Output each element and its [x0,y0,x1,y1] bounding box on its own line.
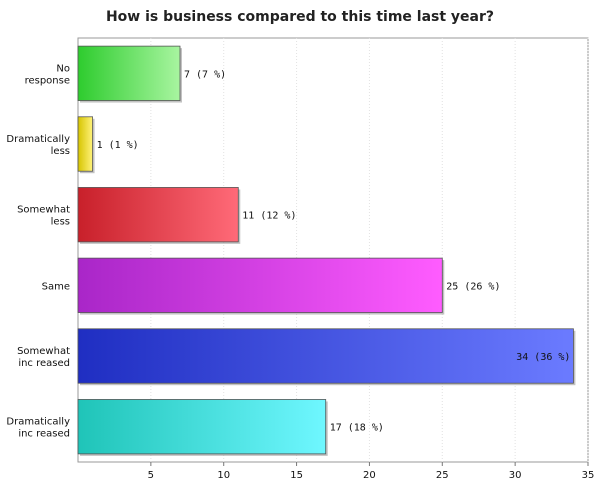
value-label: 11 (12 %) [242,211,296,222]
bar [77,187,239,243]
category-label-line: Same [42,281,70,292]
bar [77,116,93,172]
category-label-line: No [56,63,70,74]
category-label-line: response [25,75,70,86]
chart-title: How is business compared to this time la… [105,9,495,25]
category-label: Dramatically inc reased [6,417,70,440]
category-label: Dramatically less [6,134,70,157]
category-label-line: Dramatically [6,417,70,428]
category-label-line: Dramatically [6,134,70,145]
category-label-line: inc reased [18,429,70,440]
value-label: 25 (26 %) [446,281,500,292]
x-tick-label: 30 [509,470,522,481]
category-label-line: Somewhat [17,346,70,357]
x-tick-label: 15 [290,470,303,481]
x-tick-label: 10 [217,470,230,481]
category-label-line: less [51,146,70,157]
category-label-line: Somewhat [17,205,70,216]
bar [77,257,443,313]
category-label-line: inc reased [18,358,70,369]
category-label: Somewhat less [17,205,70,228]
category-label: Same [42,281,70,292]
x-tick-label: 35 [582,470,595,481]
value-label: 1 (1 %) [97,140,139,151]
category-label: No response [25,63,70,86]
plot-area [77,37,589,463]
bar [77,45,181,101]
value-label: 34 (36 %) [516,352,570,363]
category-label: Somewhat inc reased [17,346,70,369]
bar [77,328,574,384]
x-tick-label: 5 [148,470,154,481]
value-label: 17 (18 %) [330,423,384,434]
x-tick-label: 20 [363,470,376,481]
category-label-line: less [51,217,70,228]
bar [77,399,327,455]
value-label: 7 (7 %) [184,69,226,80]
x-tick-label: 25 [436,470,449,481]
